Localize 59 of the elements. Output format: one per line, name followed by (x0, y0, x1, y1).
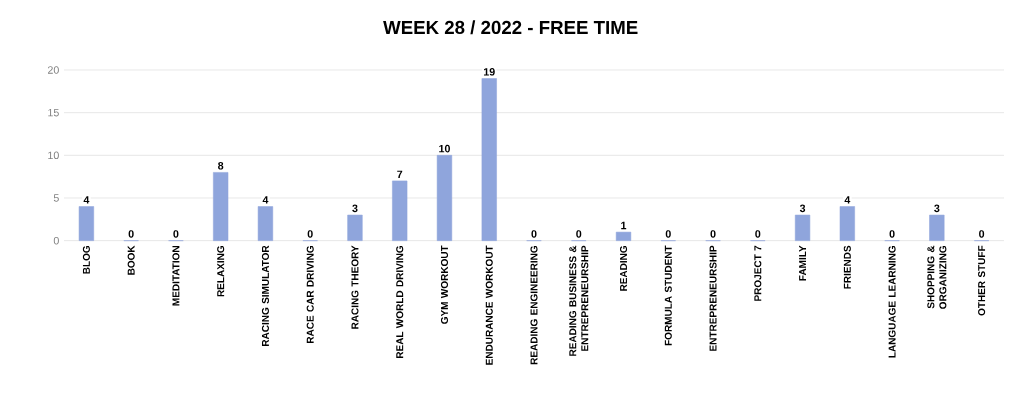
bar (78, 206, 94, 241)
bar (929, 214, 945, 241)
data-label: 0 (128, 230, 134, 238)
x-tick-label: RACE CAR DRIVING (306, 246, 314, 344)
x-tick-label: READING BUSINESS & ENTREPRENEURSHIP (569, 245, 589, 356)
x-tick-label: LANGUAGE LEARNING (888, 246, 896, 358)
data-label: 0 (665, 230, 671, 238)
data-label: 0 (755, 230, 761, 238)
bar (481, 78, 497, 241)
x-tick-label: BOOK (127, 245, 135, 275)
x-tick-label: FRIENDS (843, 245, 851, 289)
bar (392, 180, 408, 241)
data-label: 0 (307, 230, 313, 238)
data-label: 7 (397, 170, 403, 178)
x-tick-label: RACING SIMULATOR (261, 245, 269, 346)
bar (615, 231, 632, 241)
x-tick-label: ENDURANCE WORKOUT (485, 245, 493, 365)
bar (257, 206, 274, 241)
x-tick-label: SHOPPING & ORGANIZING (927, 245, 947, 309)
x-tick-label: READING ENGINEERING (530, 246, 538, 365)
bar (794, 214, 811, 241)
x-tick-label: MEDITATION (172, 246, 180, 306)
y-tick-label: 15 (48, 108, 59, 117)
data-label: 0 (531, 230, 537, 238)
data-label: 3 (934, 204, 940, 213)
data-label: 1 (621, 221, 627, 230)
x-tick-label: OTHER STUFF (978, 245, 986, 316)
y-tick-label: 0 (53, 236, 59, 245)
data-label: 0 (710, 230, 716, 238)
data-label: 8 (218, 161, 224, 170)
bar (347, 214, 363, 241)
data-label: 3 (352, 204, 358, 213)
bar (839, 206, 855, 241)
data-label: 3 (799, 204, 806, 213)
bar (436, 155, 453, 241)
data-label: 0 (889, 230, 895, 238)
x-tick-label: READING (619, 246, 628, 291)
x-tick-label: FAMILY (799, 245, 807, 281)
data-label: 4 (262, 196, 269, 204)
data-label: 4 (844, 196, 851, 204)
y-tick-label: 5 (53, 194, 59, 202)
data-label: 4 (83, 196, 90, 204)
x-tick-label: RELAXING (217, 246, 225, 297)
x-tick-label: RACING THEORY (351, 245, 359, 329)
chart-title: WEEK 28 / 2022 - FREE TIME (383, 20, 638, 35)
y-tick-label: 20 (47, 66, 59, 74)
x-tick-label: GYM WORKOUT (440, 245, 449, 324)
x-tick-label: ENTREPRENEURSHIP (709, 245, 717, 351)
x-tick-label: FORMULA STUDENT (664, 245, 672, 346)
data-label: 19 (483, 68, 495, 76)
x-tick-label: REAL WORLD DRIVING (396, 246, 404, 359)
data-label: 0 (173, 230, 179, 238)
data-label: 0 (979, 230, 985, 238)
x-tick-label: PROJECT 7 (754, 245, 762, 301)
y-tick-label: 10 (48, 151, 59, 160)
x-tick-label: BLOG (82, 245, 90, 274)
data-label: 0 (576, 230, 582, 238)
data-label: 10 (439, 144, 450, 153)
bar (213, 172, 229, 241)
